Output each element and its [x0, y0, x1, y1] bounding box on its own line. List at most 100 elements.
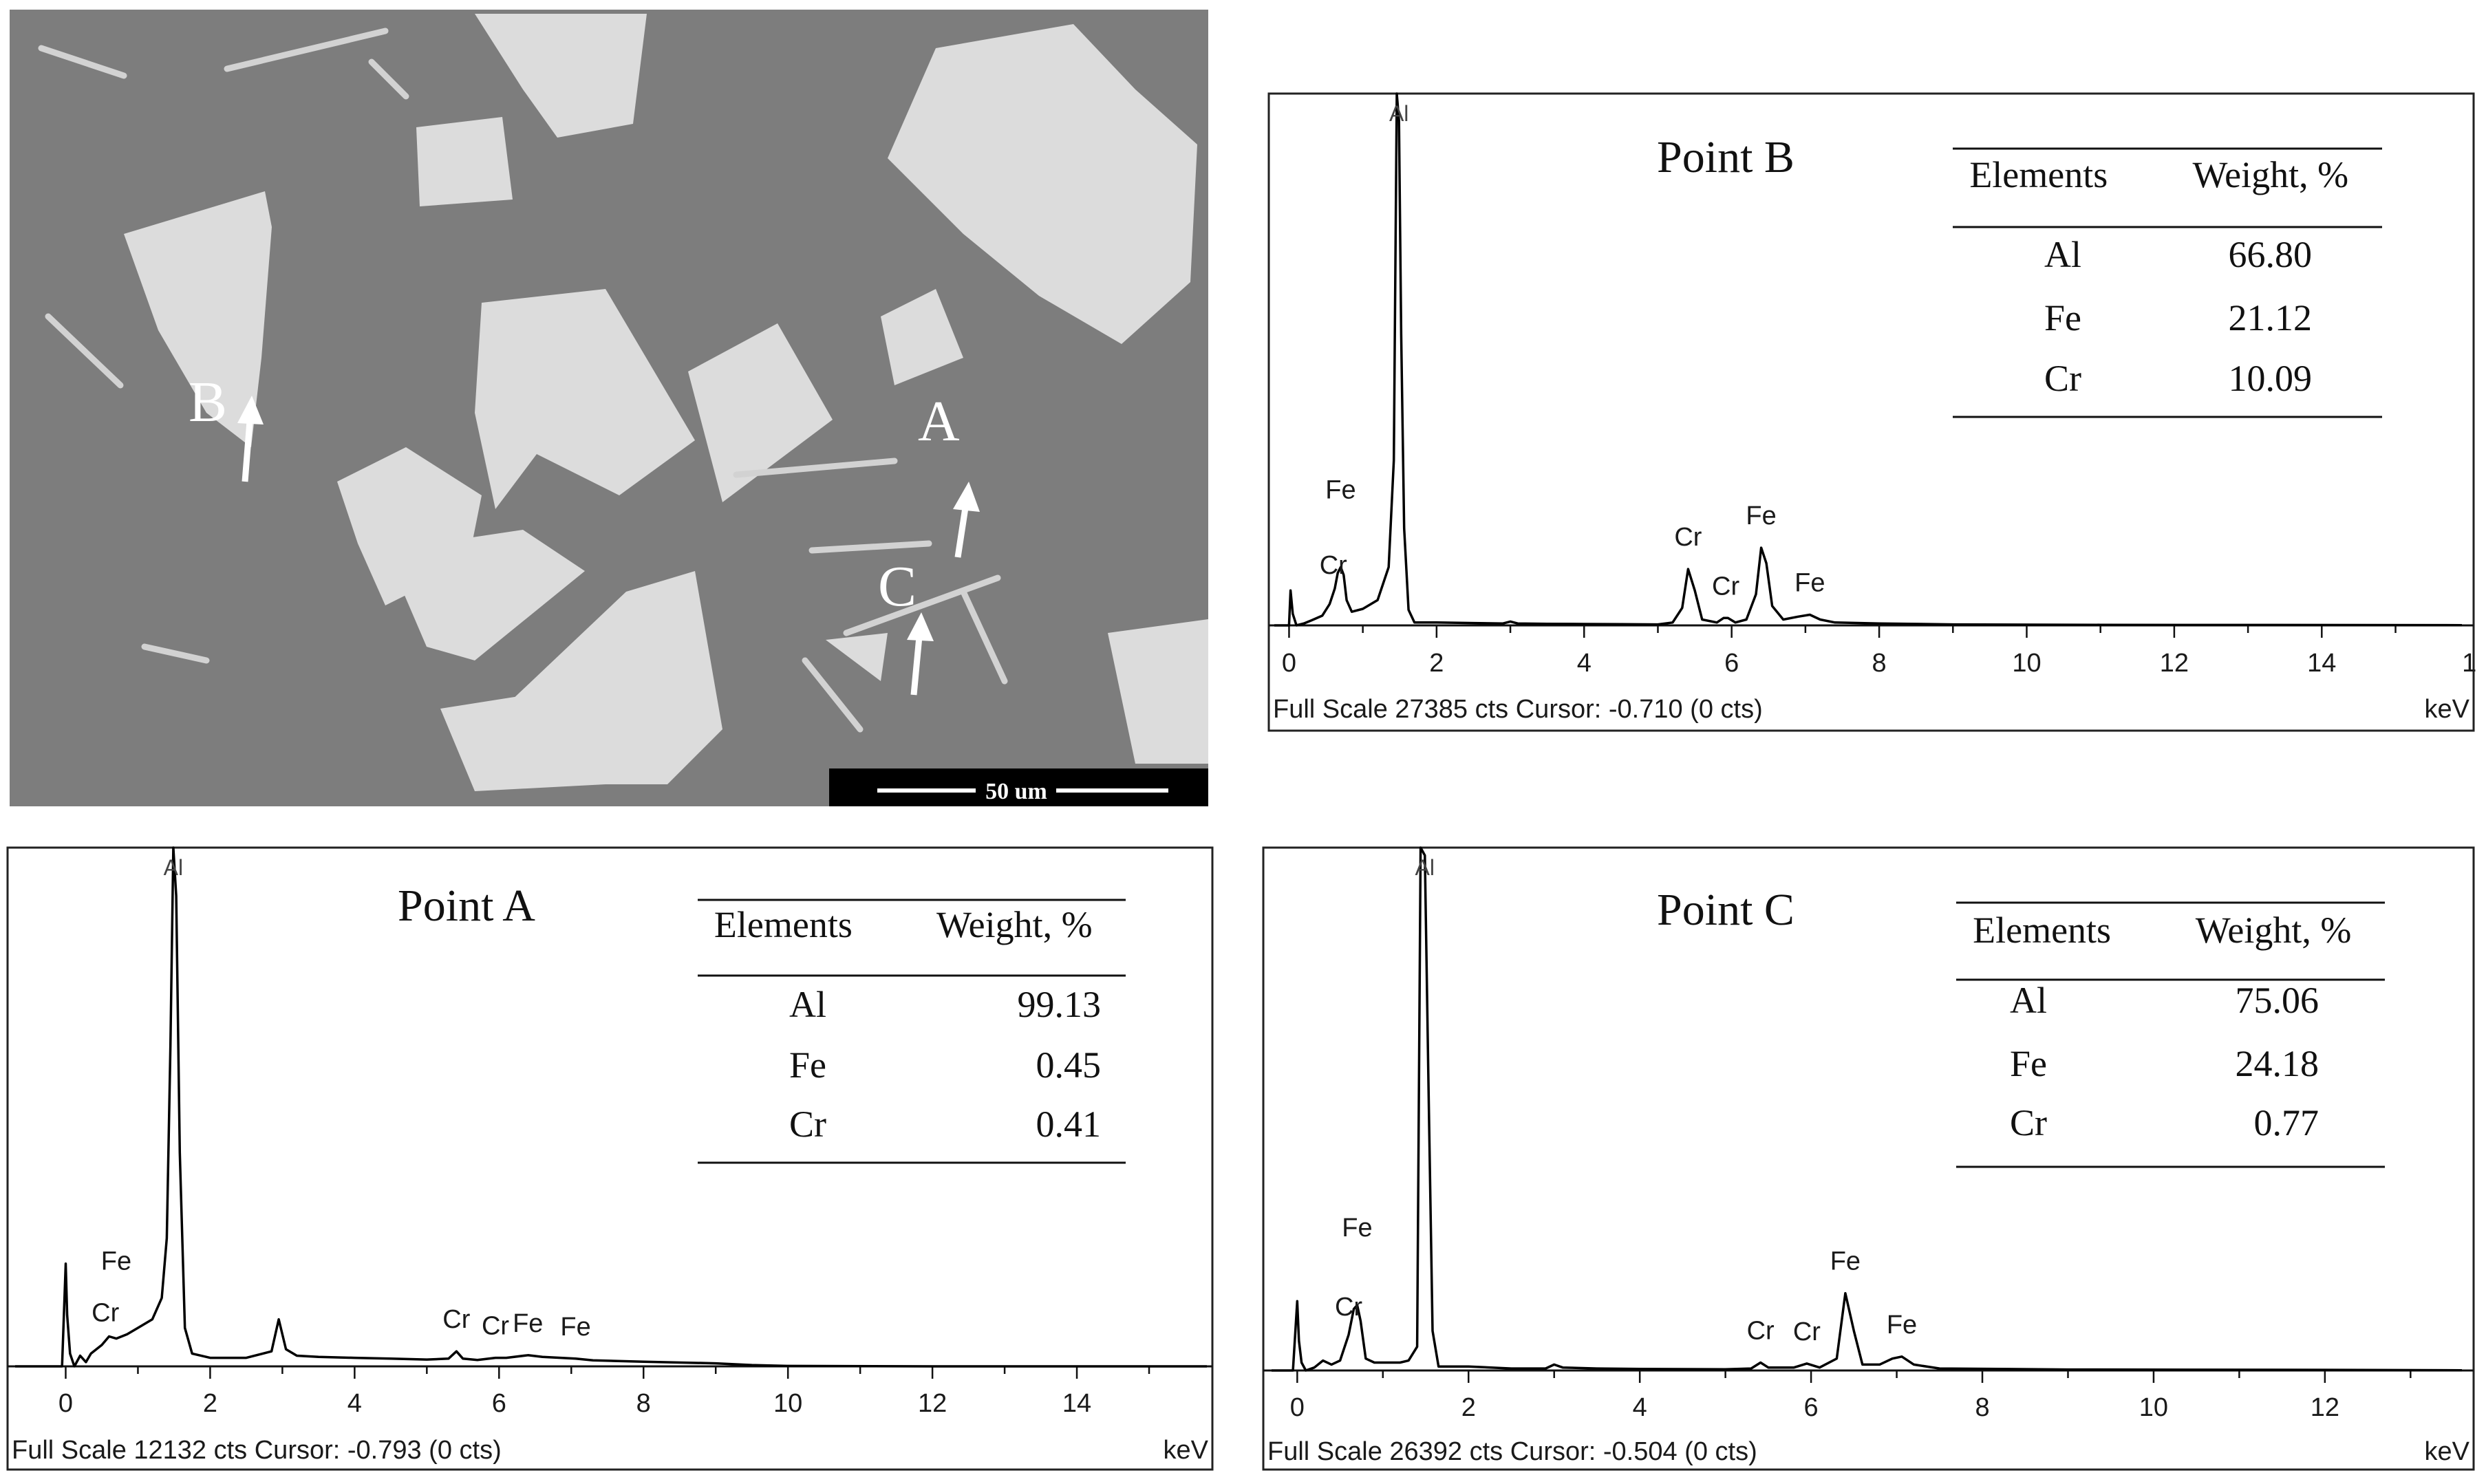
x-tick-label: 10 [2139, 1393, 2168, 1422]
x-tick-label: 10 [773, 1389, 802, 1418]
table-cell-element: Cr [2010, 1102, 2047, 1143]
point-title: Point C [1657, 885, 1794, 935]
phase-plate [475, 14, 647, 138]
x-tick-label: 4 [347, 1389, 362, 1418]
table-cell-element: Al [2044, 234, 2081, 275]
peak-label: Fe [1830, 1247, 1861, 1276]
x-tick-label: 12 [2311, 1393, 2339, 1422]
table-cell-weight: 10.09 [2229, 358, 2313, 399]
needle [843, 574, 1001, 636]
table-header-weight: Weight, % [936, 904, 1093, 945]
point-arrows [237, 396, 980, 696]
phase-plate [475, 289, 695, 509]
peak-label-al: Al [1415, 855, 1435, 880]
table-header-elements: Elements [714, 904, 853, 945]
needle [808, 540, 932, 554]
x-tick-label: 8 [1975, 1393, 1989, 1422]
x-axis-label: keV [2425, 1437, 2470, 1466]
phase-plate [124, 191, 272, 447]
x-tick-label: 8 [636, 1389, 651, 1418]
x-tick-label: 12 [918, 1389, 947, 1418]
spectrum-footer: Full Scale 26392 cts Cursor: -0.504 (0 c… [1267, 1437, 1757, 1466]
needle [960, 588, 1008, 685]
table-cell-weight: 99.13 [1018, 984, 1102, 1025]
point-title: Point A [398, 881, 535, 931]
spectrum-panel-point-b: 0 2 4 6 8 10 12 14 1 keV Full Scale 27385 cts Curs… [1267, 92, 2476, 732]
peak-label: Fe [1325, 475, 1355, 504]
table-cell-element: Al [789, 984, 826, 1025]
needle-phases [38, 28, 1008, 733]
phase-plate [888, 24, 1197, 344]
x-tick-label: 2 [203, 1389, 217, 1418]
intermetallic-phases [124, 14, 1208, 791]
x-tick-label: 6 [1724, 649, 1739, 678]
x-tick-label: 2 [1461, 1393, 1476, 1422]
peak-label: Cr [482, 1312, 509, 1341]
x-tick-label: 0 [1290, 1393, 1305, 1422]
needle [141, 643, 210, 664]
arrow-b-head [237, 396, 264, 424]
peak-label: Fe [1746, 502, 1776, 530]
needle [224, 28, 389, 72]
table-cell-weight: 21.12 [2229, 297, 2313, 338]
x-tick-label: 1 [2462, 649, 2476, 678]
peak-label: Cr [92, 1299, 119, 1328]
x-tick-label: 4 [1633, 1393, 1647, 1422]
table-cell-element: Al [2010, 980, 2047, 1021]
peak-label: Cr [1712, 572, 1739, 601]
x-tick-label: 8 [1872, 649, 1887, 678]
peak-label-al: Al [164, 855, 183, 880]
x-axis-label: keV [2425, 695, 2470, 724]
point-title: Point B [1657, 132, 1794, 182]
peak-label: Fe [101, 1247, 131, 1276]
sem-micrograph: 50 um B A C [10, 10, 1208, 806]
spectrum-panel-point-c: 0 2 4 6 8 10 12 keV Full Scale 26392 cts Cursor:… [1262, 846, 2475, 1471]
spectrum-line [1272, 846, 2463, 1372]
scale-bar-label: 50 um [985, 779, 1047, 804]
x-tick-label: 4 [1577, 649, 1592, 678]
needle [802, 657, 864, 733]
table-header-elements: Elements [1973, 910, 2111, 951]
table-cell-weight: 0.77 [2254, 1102, 2319, 1143]
peak-label: Cr [1335, 1293, 1362, 1322]
arrow-a-head [953, 482, 980, 512]
peak-label: Fe [513, 1309, 543, 1338]
peak-label: Cr [1747, 1316, 1775, 1345]
needle [45, 313, 124, 389]
spectrum-line [15, 846, 1207, 1368]
phase-plate [826, 633, 888, 681]
table-header-weight: Weight, % [2192, 154, 2348, 195]
peak-label: Cr [1793, 1318, 1821, 1346]
x-tick-label: 14 [1062, 1389, 1091, 1418]
table-header-weight: Weight, % [2196, 910, 2352, 951]
phase-plate [688, 323, 833, 502]
point-label-c: C [878, 555, 917, 619]
spectrum-line [1274, 92, 2463, 627]
x-tick-label: 0 [58, 1389, 73, 1418]
table-cell-weight: 75.06 [2236, 980, 2319, 1021]
table-cell-weight: 24.18 [2236, 1043, 2319, 1084]
table-cell-element: Fe [789, 1044, 826, 1086]
x-tick-label: 12 [2160, 649, 2189, 678]
table-cell-element: Fe [2010, 1043, 2047, 1084]
peak-label: Fe [1887, 1311, 1917, 1340]
table-cell-element: Cr [2044, 358, 2081, 399]
x-tick-label: 2 [1429, 649, 1444, 678]
x-tick-label: 0 [1282, 649, 1296, 678]
peak-label: Cr [1674, 523, 1702, 552]
peak-label-al: Al [1389, 101, 1408, 126]
point-label-b: B [189, 370, 227, 434]
x-tick-label: 14 [2307, 649, 2336, 678]
needle [368, 58, 409, 100]
arrow-c-head [907, 612, 934, 641]
peak-label: Fe [1794, 568, 1825, 597]
arrow-b [242, 412, 254, 482]
peak-label: Cr [1320, 551, 1347, 580]
peak-label: Fe [1342, 1214, 1372, 1243]
point-label-a: A [918, 389, 960, 453]
table-cell-weight: 66.80 [2229, 234, 2313, 275]
spectrum-footer: Full Scale 27385 cts Cursor: -0.710 (0 c… [1273, 695, 1763, 724]
scale-bar-background [829, 768, 1208, 806]
needle [38, 45, 127, 79]
